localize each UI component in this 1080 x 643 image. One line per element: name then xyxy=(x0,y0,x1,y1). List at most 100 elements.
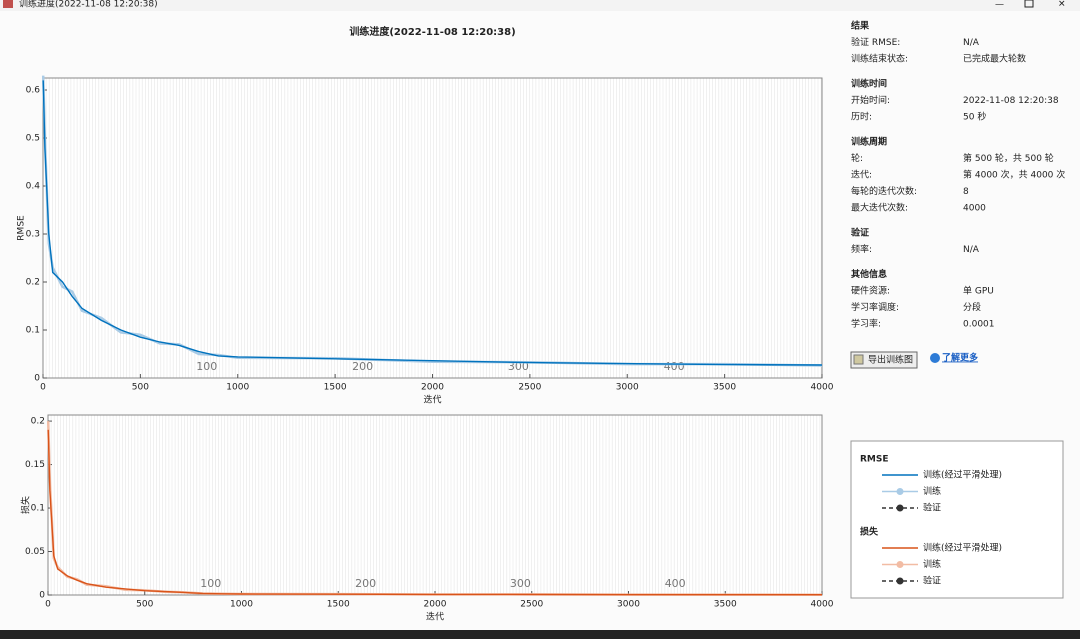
info-label: 学习率: xyxy=(851,318,881,330)
epoch-label: 300 xyxy=(510,577,531,590)
y-tick-label: 0.1 xyxy=(26,326,40,336)
x-tick-label: 1500 xyxy=(327,600,350,610)
info-label: 开始时间: xyxy=(851,94,890,106)
info-value: 0.0001 xyxy=(963,320,995,330)
x-tick-label: 500 xyxy=(132,383,149,393)
x-axis-label: 迭代 xyxy=(423,394,441,406)
info-value: 4000 xyxy=(963,204,986,214)
x-tick-label: 3000 xyxy=(616,383,639,393)
maximize-button[interactable] xyxy=(1024,0,1034,8)
info-value: 第 4000 次，共 4000 次 xyxy=(963,169,1065,181)
plot-area xyxy=(43,78,822,378)
section-heading: 训练周期 xyxy=(851,136,887,148)
info-value: 50 秒 xyxy=(963,111,986,123)
chart-title: 训练进度(2022-11-08 12:20:38) xyxy=(349,25,515,38)
bottom-edge xyxy=(0,630,1080,639)
x-tick-label: 500 xyxy=(136,600,153,610)
x-tick-label: 1000 xyxy=(226,383,249,393)
epoch-label: 200 xyxy=(355,577,376,590)
info-value: 分段 xyxy=(963,301,981,313)
x-tick-label: 0 xyxy=(40,383,46,393)
series-line xyxy=(47,429,822,596)
minimize-button[interactable]: — xyxy=(995,0,1004,10)
window-title: 训练进度(2022-11-08 12:20:38) xyxy=(19,0,158,10)
y-tick-label: 0.5 xyxy=(26,134,40,144)
section-heading: 训练时间 xyxy=(851,78,887,90)
section-heading: 结果 xyxy=(851,20,870,32)
legend-label: 训练 xyxy=(923,485,941,497)
x-axis-label: 迭代 xyxy=(426,611,444,623)
info-value: 已完成最大轮数 xyxy=(963,53,1026,65)
export-button[interactable] xyxy=(850,351,918,369)
legend-label: 验证 xyxy=(923,575,941,587)
x-tick-label: 3500 xyxy=(713,383,736,393)
info-value: 单 GPU xyxy=(963,285,994,297)
y-tick-label: 0.2 xyxy=(31,417,45,427)
info-label: 最大迭代次数: xyxy=(851,202,908,214)
info-label: 验证 RMSE: xyxy=(851,36,900,48)
app-icon xyxy=(3,0,13,8)
y-tick-label: 0.4 xyxy=(26,182,41,192)
y-tick-label: 0.2 xyxy=(26,278,40,288)
learn-more-link[interactable]: 了解更多 xyxy=(942,352,978,364)
info-icon xyxy=(930,353,940,363)
y-tick-label: 0.05 xyxy=(25,547,45,557)
x-tick-label: 1000 xyxy=(230,600,253,610)
epoch-label: 100 xyxy=(200,577,221,590)
x-tick-label: 2000 xyxy=(424,600,447,610)
epoch-label: 400 xyxy=(664,360,685,373)
legend-group-title: 损失 xyxy=(860,526,879,538)
legend-label: 训练(经过平滑处理) xyxy=(923,469,1002,481)
legend-marker xyxy=(896,577,904,585)
y-tick-label: 0.6 xyxy=(26,86,41,96)
y-axis-label: 损失 xyxy=(20,496,32,514)
legend-label: 验证 xyxy=(923,502,941,514)
epoch-label: 100 xyxy=(196,360,217,373)
x-tick-label: 4000 xyxy=(811,383,834,393)
x-tick-label: 4000 xyxy=(811,600,834,610)
plot-area xyxy=(48,415,822,595)
legend-marker xyxy=(896,561,904,568)
epoch-label: 200 xyxy=(352,360,373,373)
legend-label: 训练(经过平滑处理) xyxy=(923,542,1002,554)
info-label: 频率: xyxy=(851,243,872,255)
section-heading: 验证 xyxy=(851,227,869,239)
x-tick-label: 2000 xyxy=(421,383,444,393)
export-button-label[interactable]: 导出训练图 xyxy=(868,354,913,366)
y-tick-label: 0.1 xyxy=(31,504,45,514)
x-tick-label: 3000 xyxy=(617,600,640,610)
legend-label: 训练 xyxy=(923,558,941,570)
info-label: 学习率调度: xyxy=(851,301,899,313)
info-label: 迭代: xyxy=(851,169,872,181)
info-label: 训练结束状态: xyxy=(851,53,908,65)
epoch-label: 400 xyxy=(665,577,686,590)
legend-marker xyxy=(896,488,904,495)
info-label: 轮: xyxy=(851,152,863,164)
legend-marker xyxy=(896,504,904,512)
title-bar xyxy=(0,0,1080,11)
x-tick-label: 1500 xyxy=(324,383,347,393)
info-value: N/A xyxy=(963,245,980,255)
legend-group-title: RMSE xyxy=(860,455,889,465)
y-tick-label: 0.3 xyxy=(26,230,40,240)
y-tick-label: 0 xyxy=(34,374,40,384)
x-tick-label: 2500 xyxy=(520,600,543,610)
export-icon xyxy=(853,354,864,365)
x-tick-label: 3500 xyxy=(714,600,737,610)
info-label: 历时: xyxy=(851,111,872,123)
info-value: N/A xyxy=(963,38,980,48)
info-label: 每轮的迭代次数: xyxy=(851,185,917,197)
info-label: 硬件资源: xyxy=(851,285,890,297)
x-tick-label: 0 xyxy=(45,600,51,610)
y-tick-label: 0.15 xyxy=(25,460,45,470)
legend-box xyxy=(850,440,1064,599)
info-value: 第 500 轮，共 500 轮 xyxy=(963,152,1054,164)
series-line xyxy=(42,80,823,366)
close-button[interactable]: ✕ xyxy=(1058,0,1066,10)
y-axis-label: RMSE xyxy=(17,215,27,241)
x-tick-label: 2500 xyxy=(518,383,541,393)
info-value: 8 xyxy=(963,187,969,197)
info-value: 2022-11-08 12:20:38 xyxy=(963,96,1059,106)
y-tick-label: 0 xyxy=(39,591,45,601)
